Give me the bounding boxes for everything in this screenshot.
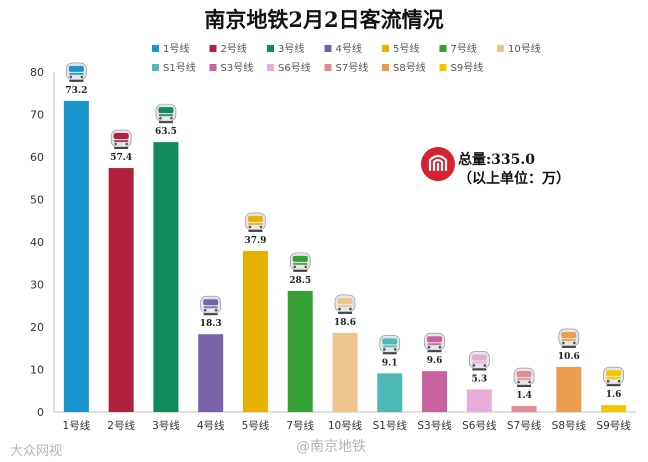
bar — [422, 371, 448, 412]
data-label: 63.5 — [155, 127, 177, 137]
data-label: 57.4 — [110, 153, 132, 163]
bar — [63, 100, 89, 413]
x-tick-label: 5号线 — [242, 419, 270, 432]
bar — [153, 142, 179, 412]
data-label: 28.5 — [289, 276, 311, 286]
metro-train-icon — [558, 328, 580, 348]
bar — [556, 366, 582, 412]
metro-train-icon — [379, 335, 401, 355]
y-tick-label: 20 — [30, 321, 44, 334]
data-label: 18.6 — [334, 318, 356, 328]
y-tick-label: 80 — [30, 66, 44, 79]
data-label: 73.2 — [65, 86, 87, 96]
bar — [511, 406, 537, 412]
total-value: 总量:335.0 — [458, 152, 536, 168]
legend-swatch — [209, 64, 217, 71]
y-tick-label: 10 — [30, 364, 44, 377]
legend-swatch — [267, 45, 274, 52]
bar — [601, 405, 627, 412]
legend-swatch — [152, 45, 159, 52]
legend-label: S7号线 — [336, 61, 369, 74]
legend-label: 1号线 — [163, 42, 189, 55]
legend-label: 4号线 — [336, 42, 362, 55]
legend-swatch — [209, 45, 217, 52]
legend-label: 10号线 — [508, 42, 541, 55]
legend-label: 5号线 — [393, 42, 419, 55]
legend-label: S1号线 — [163, 61, 196, 74]
bar — [108, 168, 134, 412]
data-label: 9.1 — [382, 358, 398, 368]
metro-train-icon — [469, 351, 490, 371]
legend-swatch — [382, 64, 389, 71]
metro-train-icon — [200, 295, 221, 316]
y-tick-label: 60 — [30, 151, 44, 164]
legend-label: S3号线 — [221, 61, 254, 74]
bar — [466, 389, 492, 412]
x-tick-label: 10号线 — [328, 419, 363, 432]
y-tick-label: 70 — [30, 109, 44, 122]
bar — [377, 373, 403, 412]
legend-swatch — [267, 64, 274, 71]
x-tick-label: S8号线 — [552, 419, 587, 432]
x-tick-label: S7号线 — [507, 419, 542, 432]
y-tick-label: 50 — [30, 194, 44, 207]
data-label: 37.9 — [245, 236, 267, 246]
bar — [242, 250, 268, 412]
metro-train-icon — [334, 294, 356, 314]
x-tick-label: 7号线 — [286, 419, 314, 432]
legend-swatch — [382, 45, 389, 52]
y-tick-label: 40 — [30, 236, 44, 249]
data-label: 1.6 — [606, 390, 622, 400]
metro-train-icon — [603, 366, 624, 387]
data-label: 18.3 — [200, 319, 222, 329]
legend-swatch — [152, 64, 159, 71]
bar — [332, 332, 358, 412]
x-tick-label: 4号线 — [197, 419, 225, 432]
legend-label: 2号线 — [221, 42, 247, 55]
metro-train-icon — [66, 62, 87, 82]
legend-label: 7号线 — [451, 42, 477, 55]
bar — [198, 334, 224, 412]
metro-train-icon — [155, 103, 177, 124]
data-label: 5.3 — [471, 374, 487, 384]
data-label: 10.6 — [558, 352, 580, 362]
metro-train-icon — [513, 367, 535, 388]
y-tick-label: 30 — [30, 279, 44, 292]
chart-title: 南京地铁2月2日客流情况 — [204, 7, 444, 32]
legend-swatch — [497, 45, 504, 52]
nanjing-metro-logo-icon — [421, 147, 455, 181]
x-tick-label: 2号线 — [107, 419, 135, 432]
x-tick-label: 1号线 — [63, 419, 91, 432]
bar — [287, 290, 313, 412]
x-tick-label: S6号线 — [462, 419, 497, 432]
legend-swatch — [324, 64, 332, 71]
total-unit-note: （以上单位：万） — [458, 171, 570, 187]
metro-train-icon — [245, 212, 266, 232]
legend-label: S8号线 — [393, 61, 426, 74]
watermark-right: @南京地铁 — [296, 439, 366, 455]
metro-train-icon — [289, 252, 311, 272]
watermark-left: 大众网视 — [10, 444, 63, 459]
data-label: 1.4 — [516, 391, 532, 401]
legend-label: 3号线 — [278, 42, 304, 55]
y-tick-label: 0 — [37, 406, 44, 419]
x-tick-label: 3号线 — [152, 419, 180, 432]
total-annotation: 总量:335.0 （以上单位：万） — [420, 146, 620, 196]
legend-swatch — [439, 45, 447, 52]
x-tick-label: S3号线 — [417, 419, 452, 432]
legend-label: S9号线 — [451, 61, 484, 74]
legend-swatch — [324, 45, 332, 52]
x-tick-label: S9号线 — [596, 419, 631, 432]
legend-label: S6号线 — [278, 61, 311, 74]
metro-train-icon — [424, 332, 445, 353]
data-label: 9.6 — [427, 356, 443, 366]
legend-swatch — [439, 64, 447, 71]
x-tick-label: S1号线 — [373, 419, 408, 432]
metro-train-icon — [110, 129, 132, 150]
